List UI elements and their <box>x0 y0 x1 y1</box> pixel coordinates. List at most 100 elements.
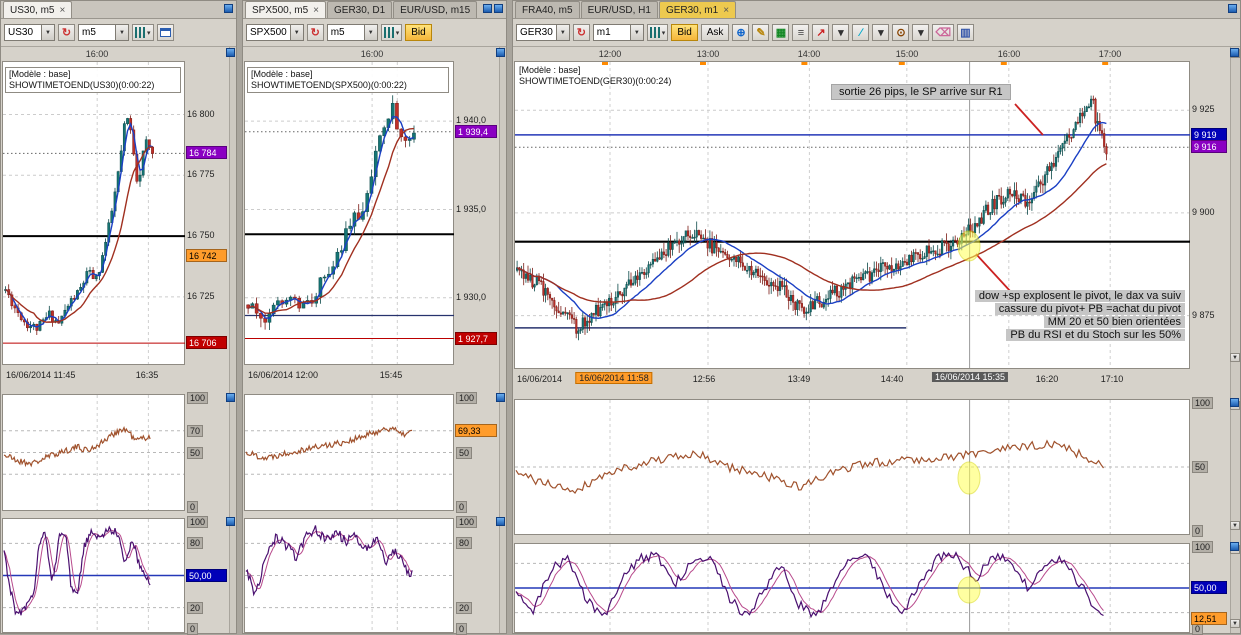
close-tab-icon[interactable]: × <box>723 5 729 16</box>
chart-type-button[interactable]: ▾ <box>132 24 154 41</box>
toolbar: US30▼ ↻ m5▼ ▾ <box>1 19 236 47</box>
chevron-down-icon[interactable]: ▼ <box>556 25 569 40</box>
sync-icon[interactable]: ↻ <box>58 24 75 41</box>
watchlist-icon[interactable]: ≡ <box>792 24 809 41</box>
chart-type-button[interactable]: ▾ <box>381 24 403 41</box>
price-badge: 1 939,4 <box>455 125 497 138</box>
chevron-down-icon[interactable]: ▼ <box>630 25 643 40</box>
chevron-down-icon: ▾ <box>396 29 400 37</box>
chart-legend: [Modèle : base] SHOWTIMETOEND(SPX500)(0:… <box>247 67 449 93</box>
scroll-arrow[interactable]: ▼ <box>1230 521 1240 530</box>
time-axis-label: 16:00 <box>86 49 109 59</box>
tab-fra40-m5[interactable]: FRA40, m5 <box>515 1 580 18</box>
window-menu-icon[interactable] <box>1228 4 1237 13</box>
symbol-select[interactable]: SPX500▼ <box>246 24 304 41</box>
window-menu-icon[interactable] <box>1230 542 1239 551</box>
price-badge: 16 742 <box>186 249 227 262</box>
tab-bar: FRA40, m5EUR/USD, H1GER30, m1× <box>513 1 1240 19</box>
time-axis-label: 16/06/2014 12:00 <box>248 370 318 380</box>
indicator-scale: 10050069,33 <box>454 394 501 511</box>
rsi-indicator[interactable] <box>2 394 185 511</box>
symbol-select[interactable]: US30▼ <box>4 24 55 41</box>
trendline-tool-icon[interactable]: ∕ <box>852 24 869 41</box>
tab-ger30-d1[interactable]: GER30, D1 <box>327 1 392 18</box>
window-menu-icon[interactable] <box>226 393 235 402</box>
window-corner-icons <box>1228 4 1237 13</box>
scroll-arrow[interactable]: ▼ <box>1230 353 1240 362</box>
dropdown-caret-icon[interactable]: ▾ <box>832 24 849 41</box>
time-axis-label: 13:49 <box>788 374 811 384</box>
annotation-note[interactable]: sortie 26 pips, le SP arrive sur R1 <box>831 84 1011 100</box>
web-globe-icon[interactable]: ⊕ <box>732 24 749 41</box>
chart-type-button[interactable]: ▾ <box>647 24 669 41</box>
stoch-indicator[interactable] <box>244 518 454 633</box>
tab-eur-usd-m15[interactable]: EUR/USD, m15 <box>393 1 477 18</box>
time-axis-label: 17:00 <box>1099 49 1122 59</box>
bid-button[interactable]: Bid <box>671 24 697 41</box>
symbol-value: US30 <box>5 27 41 38</box>
clock-tool-icon[interactable]: ⊙ <box>892 24 909 41</box>
chevron-down-icon[interactable]: ▼ <box>364 25 377 40</box>
price-chart[interactable] <box>2 61 185 365</box>
window-menu-icon[interactable] <box>496 393 505 402</box>
chevron-down-icon[interactable]: ▼ <box>290 25 303 40</box>
draw-pencil-icon[interactable]: ✎ <box>752 24 769 41</box>
window-menu-icon[interactable] <box>496 48 505 57</box>
ask-button[interactable]: Ask <box>701 24 730 41</box>
window-menu-icon[interactable] <box>483 4 492 13</box>
symbol-value: GER30 <box>517 27 556 38</box>
stoch-indicator[interactable] <box>514 543 1190 633</box>
price-badge: 9 919 <box>1191 128 1227 141</box>
stoch-indicator[interactable] <box>2 518 185 633</box>
indicator-badge: 50,00 <box>186 569 227 582</box>
scroll-arrow[interactable]: ▼ <box>1230 619 1240 628</box>
rsi-indicator[interactable] <box>244 394 454 511</box>
tab-spx500-m5[interactable]: SPX500, m5× <box>245 1 326 18</box>
sync-icon[interactable]: ↻ <box>307 24 324 41</box>
tab-eur-usd-h1[interactable]: EUR/USD, H1 <box>581 1 658 18</box>
bid-button[interactable]: Bid <box>405 24 431 41</box>
close-tab-icon[interactable]: × <box>59 5 65 16</box>
window-menu-icon[interactable] <box>226 517 235 526</box>
price-scale: 16 80016 77516 75016 72516 78416 74216 7… <box>185 61 231 365</box>
chart-window-spx500: SPX500, m5×GER30, D1EUR/USD, m15 SPX500▼… <box>242 0 507 634</box>
timeframe-select[interactable]: m1▼ <box>593 24 644 41</box>
dropdown-caret-icon[interactable]: ▾ <box>912 24 929 41</box>
formula-label: SHOWTIMETOEND(SPX500)(0:00:22) <box>251 80 445 91</box>
scale-label: 100 <box>187 392 208 404</box>
scale-label: 80 <box>456 537 472 549</box>
timeframe-select[interactable]: m5▼ <box>327 24 378 41</box>
symbol-value: SPX500 <box>247 27 290 38</box>
window-menu-icon[interactable] <box>226 48 235 57</box>
time-axis-label: 16:00 <box>361 49 384 59</box>
chevron-down-icon[interactable]: ▼ <box>41 25 54 40</box>
window-menu-icon[interactable] <box>224 4 233 13</box>
tab-bar: US30, m5× <box>1 1 236 19</box>
annotation-block[interactable]: dow +sp explosent le pivot, le dax va su… <box>975 290 1185 341</box>
scale-label: 0 <box>456 623 467 635</box>
sync-icon[interactable]: ↻ <box>573 24 590 41</box>
symbol-select[interactable]: GER30▼ <box>516 24 570 41</box>
timeframe-value: m5 <box>79 27 115 38</box>
close-tab-icon[interactable]: × <box>313 5 319 16</box>
scale-label: 50 <box>456 447 472 459</box>
window-menu-icon[interactable] <box>1230 398 1239 407</box>
time-axis-label: 14:40 <box>881 374 904 384</box>
tab-us30-m5[interactable]: US30, m5× <box>3 1 72 18</box>
order-chart-icon[interactable]: ↗ <box>812 24 829 41</box>
rsi-indicator[interactable] <box>514 399 1190 535</box>
statistics-icon[interactable]: ▥ <box>957 24 974 41</box>
eraser-icon[interactable]: ⌫ <box>932 24 954 41</box>
tab-ger30-m1[interactable]: GER30, m1× <box>659 1 736 18</box>
indicators-icon[interactable]: ▦ <box>772 24 789 41</box>
price-chart[interactable] <box>244 61 454 365</box>
dropdown-caret-icon[interactable]: ▾ <box>872 24 889 41</box>
timeframe-select[interactable]: m5▼ <box>78 24 129 41</box>
window-menu-icon[interactable] <box>1230 48 1239 57</box>
chevron-down-icon[interactable]: ▼ <box>115 25 128 40</box>
window-menu-icon[interactable] <box>496 517 505 526</box>
window-menu-icon[interactable] <box>494 4 503 13</box>
new-window-button[interactable] <box>157 24 174 41</box>
scale-label: 0 <box>1192 623 1203 635</box>
tab-bar: SPX500, m5×GER30, D1EUR/USD, m15 <box>243 1 506 19</box>
